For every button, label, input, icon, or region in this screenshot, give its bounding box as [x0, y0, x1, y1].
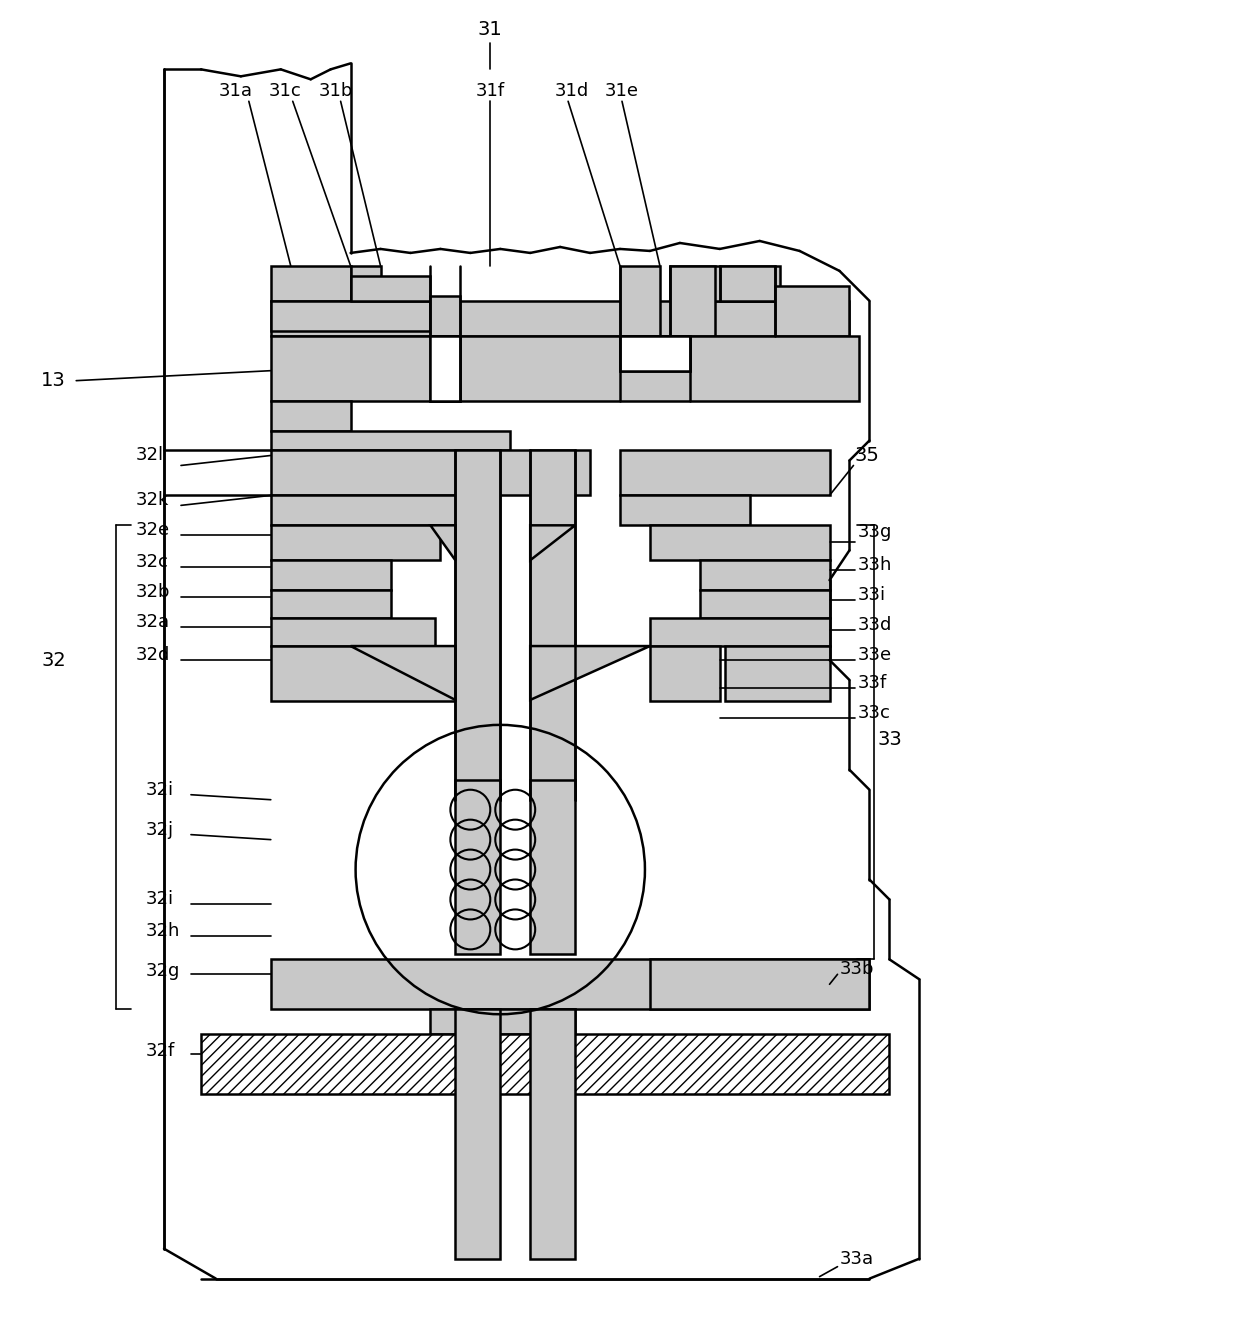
Bar	[620, 336, 689, 370]
Bar	[430, 1009, 575, 1035]
Text: 33a: 33a	[839, 1249, 874, 1268]
Text: 33c: 33c	[858, 705, 890, 722]
Bar	[650, 960, 869, 1009]
Text: 32g: 32g	[146, 962, 181, 980]
Bar	[620, 451, 830, 495]
Text: 33e: 33e	[858, 646, 892, 664]
Bar	[699, 590, 830, 619]
Bar	[455, 780, 500, 954]
Bar	[455, 451, 500, 800]
Text: 32k: 32k	[136, 491, 170, 510]
Text: 33h: 33h	[858, 556, 892, 574]
Bar	[270, 525, 440, 560]
Bar	[620, 336, 689, 370]
Bar	[351, 276, 430, 301]
Bar	[670, 266, 780, 301]
Text: 31e: 31e	[605, 82, 639, 101]
Bar	[270, 590, 391, 619]
Text: 32i: 32i	[146, 891, 174, 909]
Polygon shape	[531, 646, 650, 701]
Bar	[270, 960, 869, 1009]
Text: 33i: 33i	[858, 586, 885, 604]
Text: 31f: 31f	[475, 82, 505, 101]
Text: 33: 33	[878, 730, 903, 749]
Bar	[775, 286, 849, 336]
Bar	[430, 336, 460, 401]
Polygon shape	[531, 525, 575, 560]
Bar	[270, 495, 470, 525]
Text: 32a: 32a	[136, 613, 170, 631]
Bar	[699, 560, 830, 590]
Bar	[670, 266, 714, 336]
Text: 33b: 33b	[839, 961, 874, 978]
Bar	[351, 266, 381, 301]
Bar	[719, 266, 775, 301]
Bar	[201, 1035, 889, 1094]
Text: 33g: 33g	[858, 523, 892, 541]
Text: 31b: 31b	[319, 82, 353, 101]
Bar	[270, 646, 470, 701]
Text: 32l: 32l	[136, 447, 164, 464]
Text: 31d: 31d	[556, 82, 589, 101]
Bar	[270, 431, 510, 451]
Bar	[270, 451, 590, 495]
Text: 32i: 32i	[146, 781, 174, 798]
Bar	[270, 401, 351, 431]
Text: 32j: 32j	[146, 821, 174, 839]
Polygon shape	[430, 525, 455, 560]
Text: 32e: 32e	[136, 521, 170, 539]
Bar	[650, 619, 830, 646]
Text: 32c: 32c	[136, 553, 169, 572]
Bar	[650, 525, 830, 560]
Bar	[270, 560, 391, 590]
Text: 32h: 32h	[146, 922, 181, 941]
Text: 35: 35	[854, 446, 879, 464]
Bar	[620, 495, 750, 525]
Bar	[270, 336, 859, 401]
Text: 32: 32	[41, 651, 66, 670]
Bar	[430, 295, 460, 336]
Bar	[620, 266, 660, 336]
Text: 32f: 32f	[146, 1043, 175, 1060]
Bar	[531, 451, 575, 800]
Bar	[270, 301, 430, 330]
Text: 13: 13	[41, 372, 66, 391]
Bar	[270, 619, 435, 646]
Text: 32d: 32d	[136, 646, 170, 664]
Text: 31c: 31c	[269, 82, 301, 101]
Bar	[270, 266, 351, 301]
Text: 33d: 33d	[858, 616, 892, 635]
Bar	[531, 780, 575, 954]
Text: 32b: 32b	[136, 584, 171, 601]
Text: 31a: 31a	[219, 82, 253, 101]
Bar	[455, 1009, 500, 1259]
Bar	[270, 301, 849, 336]
Bar	[531, 1009, 575, 1259]
Polygon shape	[351, 646, 455, 701]
Bar	[430, 336, 460, 401]
Bar	[724, 646, 830, 701]
Bar	[650, 646, 719, 701]
Text: 33f: 33f	[858, 674, 887, 692]
Text: 31: 31	[477, 20, 502, 39]
